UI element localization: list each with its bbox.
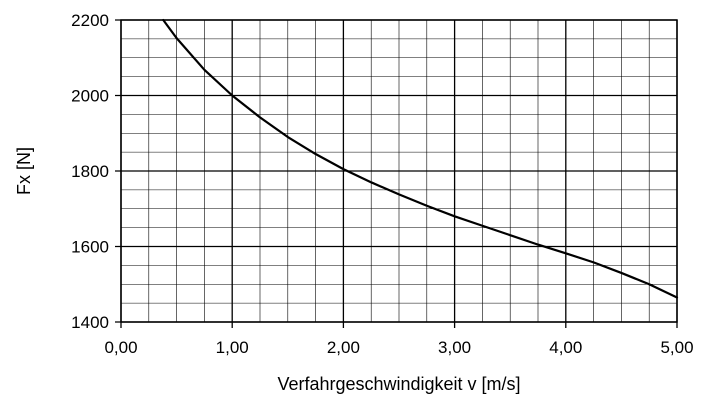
series-line xyxy=(162,18,679,299)
x-tick-label: 4,00 xyxy=(549,338,582,357)
y-tick-labels: 1400 1600 1800 2000 2200 xyxy=(71,11,109,332)
x-tick-labels: 0,00 1,00 2,00 3,00 4,00 5,00 xyxy=(104,338,693,357)
y-tick-label: 1400 xyxy=(71,313,109,332)
y-tick-label: 1800 xyxy=(71,162,109,181)
x-axis-title: Verfahrgeschwindigkeit v [m/s] xyxy=(277,374,520,394)
x-tick-label: 1,00 xyxy=(216,338,249,357)
x-tick-label: 2,00 xyxy=(327,338,360,357)
y-tick-label: 2000 xyxy=(71,87,109,106)
plot-frame xyxy=(120,19,678,323)
x-tick-label: 5,00 xyxy=(660,338,693,357)
x-tick-label: 3,00 xyxy=(438,338,471,357)
y-axis-title: Fx [N] xyxy=(14,147,34,195)
y-tick-label: 2200 xyxy=(71,11,109,30)
major-gridlines xyxy=(115,19,678,328)
x-tick-label: 0,00 xyxy=(104,338,137,357)
y-tick-label: 1600 xyxy=(71,238,109,257)
